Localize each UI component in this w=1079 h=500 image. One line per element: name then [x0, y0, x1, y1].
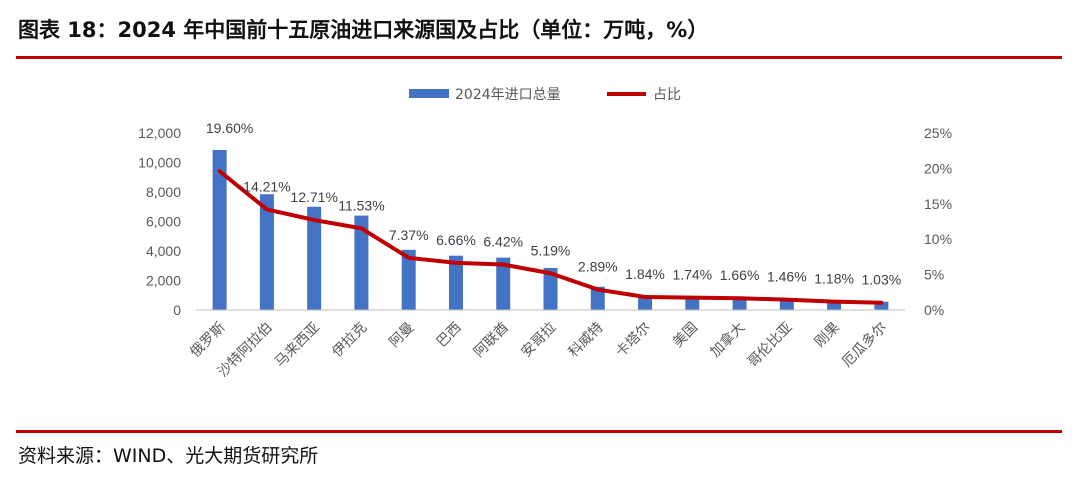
- right-tick-label: 10%: [924, 231, 952, 247]
- left-tick-label: 4,000: [146, 243, 181, 259]
- category-label: 哥伦比亚: [745, 320, 796, 371]
- data-label: 19.60%: [206, 120, 253, 136]
- bar: [874, 301, 889, 310]
- category-label: 俄罗斯: [187, 320, 228, 361]
- left-tick-label: 10,000: [138, 155, 181, 171]
- bar: [496, 257, 511, 310]
- data-label: 1.18%: [814, 271, 854, 287]
- right-tick-label: 0%: [924, 302, 944, 318]
- left-tick-label: 0: [173, 302, 181, 318]
- right-tick-label: 5%: [924, 267, 944, 283]
- category-label: 刚果: [812, 320, 843, 351]
- bar: [401, 249, 416, 310]
- data-label: 2.89%: [578, 259, 618, 275]
- left-axis: 0 2,000 4,000 6,000 8,000 10,000 12,000: [138, 125, 181, 318]
- data-label: 1.84%: [625, 266, 665, 282]
- category-label: 马来西亚: [272, 320, 323, 371]
- left-tick-label: 2,000: [146, 273, 181, 289]
- right-tick-label: 20%: [924, 160, 952, 176]
- source-divider: [16, 430, 1062, 433]
- data-label: 1.66%: [720, 267, 760, 283]
- data-label: 1.74%: [672, 267, 712, 283]
- category-label: 加拿大: [707, 319, 749, 361]
- left-tick-label: 6,000: [146, 214, 181, 230]
- bar: [307, 206, 322, 310]
- legend-swatch-bar: [409, 89, 449, 98]
- right-tick-label: 25%: [924, 125, 952, 141]
- data-label: 6.66%: [436, 232, 476, 248]
- line-series: [217, 169, 884, 305]
- category-label: 厄瓜多尔: [839, 319, 891, 371]
- category-label: 安哥拉: [518, 320, 559, 361]
- bar: [543, 267, 558, 310]
- bar: [259, 194, 274, 310]
- category-label: 阿曼: [386, 320, 417, 351]
- data-label: 7.37%: [389, 227, 429, 243]
- data-label: 6.42%: [483, 234, 523, 250]
- data-label: 12.71%: [290, 189, 337, 205]
- category-label: 巴西: [434, 320, 465, 351]
- bar: [212, 149, 227, 310]
- title-divider: [16, 56, 1062, 59]
- data-labels: 19.60% 14.21%12.71%11.53% 7.37% 6.66% 6.42% 5…: [206, 120, 901, 288]
- data-label: 5.19%: [531, 242, 571, 258]
- bar: [590, 286, 605, 310]
- bar: [448, 255, 463, 310]
- category-label: 伊拉克: [329, 320, 370, 361]
- bar: [354, 215, 369, 310]
- legend: 2024年进口总量 占比: [409, 87, 681, 103]
- data-label: 1.03%: [862, 272, 902, 288]
- data-label: 1.46%: [767, 269, 807, 285]
- source-note: 资料来源：WIND、光大期货研究所: [18, 445, 319, 467]
- left-tick-label: 12,000: [138, 125, 181, 141]
- share-line: [217, 169, 884, 305]
- legend-label-bar: 2024年进口总量: [455, 87, 561, 103]
- right-axis: 0% 5% 10% 15% 20% 25%: [924, 125, 952, 318]
- bar: [827, 300, 842, 310]
- legend-label-line: 占比: [653, 87, 681, 103]
- left-tick-label: 8,000: [146, 184, 181, 200]
- data-label: 14.21%: [243, 178, 290, 194]
- category-label: 美国: [670, 320, 701, 351]
- category-label: 阿联酋: [470, 319, 512, 361]
- bar-series: [212, 149, 889, 310]
- bar: [779, 298, 794, 310]
- figure-title: 图表 18：2024 年中国前十五原油进口来源国及占比（单位：万吨，%）: [18, 18, 709, 42]
- category-label: 卡塔尔: [613, 320, 654, 361]
- right-tick-label: 15%: [924, 196, 952, 212]
- category-label: 科威特: [566, 320, 607, 361]
- data-label: 11.53%: [338, 197, 384, 213]
